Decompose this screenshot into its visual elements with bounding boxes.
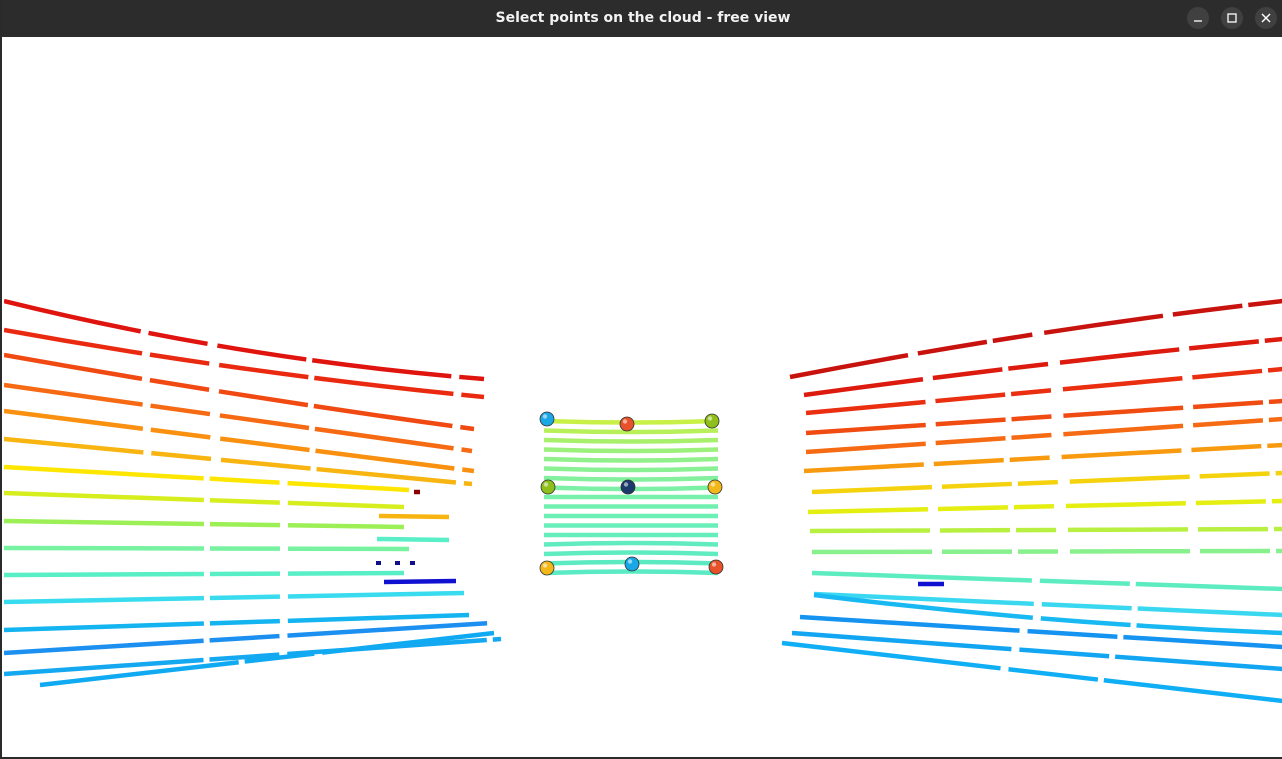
left-scan-line [4,490,405,510]
right-scan-line [805,416,1282,455]
picked-point-highlight [711,562,717,567]
left-scan-line [4,570,405,578]
left-scan-line [4,545,410,552]
left-scan-line [4,327,485,400]
left-scan-dot [376,561,381,565]
right-scan-line [791,630,1282,672]
right-scan-line [799,614,1282,650]
title-bar[interactable]: Select points on the cloud - free view [2,0,1282,37]
left-scan-segment [378,513,450,520]
board-scan-line [543,475,719,482]
right-scan-line [809,526,1282,534]
picked-point-marker[interactable] [540,479,556,495]
maximize-button[interactable] [1221,7,1243,29]
left-scan-line [4,620,493,656]
minimize-icon [1194,20,1202,22]
left-wall-scan-lines [4,298,502,688]
board-scan-line [543,466,719,473]
picked-point-marker[interactable] [624,556,640,572]
close-icon [1261,13,1271,23]
picked-point-highlight [623,482,629,487]
maximize-icon [1227,13,1237,23]
left-scan-segment [376,536,450,543]
right-scan-line [813,591,1282,618]
right-scan-line [811,548,1282,555]
right-wall-scan-lines [781,298,1282,704]
point-cloud-viewport[interactable] [4,37,1282,757]
left-scan-segment [383,578,457,585]
right-scan-line [805,398,1282,436]
board-scan-line [543,569,719,576]
left-scan-line [4,382,473,454]
right-scan-line [811,470,1282,495]
picked-point-highlight [543,482,549,487]
picked-point-marker[interactable] [539,411,555,427]
window-title: Select points on the cloud - free view [495,10,791,26]
picked-point-marker[interactable] [708,559,724,575]
right-scan-line [811,570,1282,592]
right-scan-line [807,498,1282,515]
left-scan-line [4,408,475,474]
right-scan-line [789,298,1282,380]
board-scan-line [543,447,719,454]
minimize-button[interactable] [1187,7,1209,29]
right-scan-line [803,442,1282,474]
board-scan-line [543,437,719,444]
left-scan-line [4,352,475,432]
board-scan-line [543,428,719,435]
board-scan-line [543,550,719,557]
point-cloud-canvas[interactable] [4,37,1282,757]
right-scan-line [781,640,1282,704]
left-scan-line [4,518,405,530]
picked-point-highlight [622,419,628,424]
calibration-board-points[interactable] [543,418,719,576]
picked-point-marker[interactable] [704,413,720,429]
picked-point-marker[interactable] [619,416,635,432]
picked-point-highlight [542,563,548,568]
picked-point-highlight [542,414,548,419]
picked-point-highlight [627,559,633,564]
left-scan-line [39,630,495,688]
picked-point-marker[interactable] [539,560,555,576]
close-button[interactable] [1255,7,1277,29]
left-scan-line [4,436,473,487]
board-scan-line [543,540,719,547]
left-scan-line [4,590,465,605]
picked-point-highlight [710,482,716,487]
left-scan-dot [395,561,400,565]
selected-points[interactable] [539,411,724,576]
left-scan-dot [410,561,415,565]
right-scan-line [803,336,1282,398]
picked-point-marker[interactable] [707,479,723,495]
right-scan-line [805,366,1282,416]
picked-point-highlight [707,416,713,421]
right-scan-line [813,592,1282,636]
left-scan-line [4,636,502,677]
left-scan-line [4,612,470,633]
board-scan-line [543,456,719,463]
picked-point-marker[interactable] [620,479,636,495]
left-scan-line [4,298,485,382]
left-scan-line [4,464,410,493]
